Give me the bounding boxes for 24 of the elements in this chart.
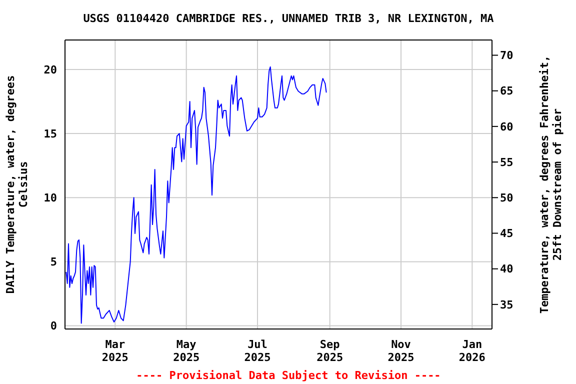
x-tick-label: May 2025 [173,338,200,364]
y2-tick-label: 45 [500,227,514,240]
x-tick-label: Mar 2025 [102,338,128,364]
y-axis-title: DAILY Temperature, water, degrees Celsius [4,75,30,294]
y2-tick-label: 60 [500,120,514,134]
y2-tick-label: 40 [500,262,514,276]
y2-tick-label: 70 [500,49,514,62]
y2-tick-label: 65 [500,84,514,98]
x-tick-label: Nov 2025 [388,338,414,364]
y-tick-label: 5 [50,256,57,269]
y-tick-label: 20 [44,63,57,76]
text: ---- Provisional Data Subject to Revision ---- [136,369,441,382]
y2-axis-title: Temperature, water, degrees Fahrenheit, 25ft Downstream of pier [538,55,564,314]
y2-tick-label: 55 [500,156,514,169]
x-tick-label: Jul 2025 [244,338,271,364]
chart-title: USGS 01104420 CAMBRIDGE RES., UNNAMED TRIB 3, NR LEXINGTON, MA [83,12,494,25]
y2-tick-label: 35 [500,298,514,312]
y2-tick-label: 50 [500,192,514,205]
y-tick-label: 15 [44,127,57,140]
y-tick-label: 10 [44,192,57,205]
y-tick-label: 0 [50,320,57,333]
line-series [66,66,327,324]
x-tick-label: Sep 2025 [316,338,344,364]
x-tick-label: Jan 2026 [458,338,486,364]
